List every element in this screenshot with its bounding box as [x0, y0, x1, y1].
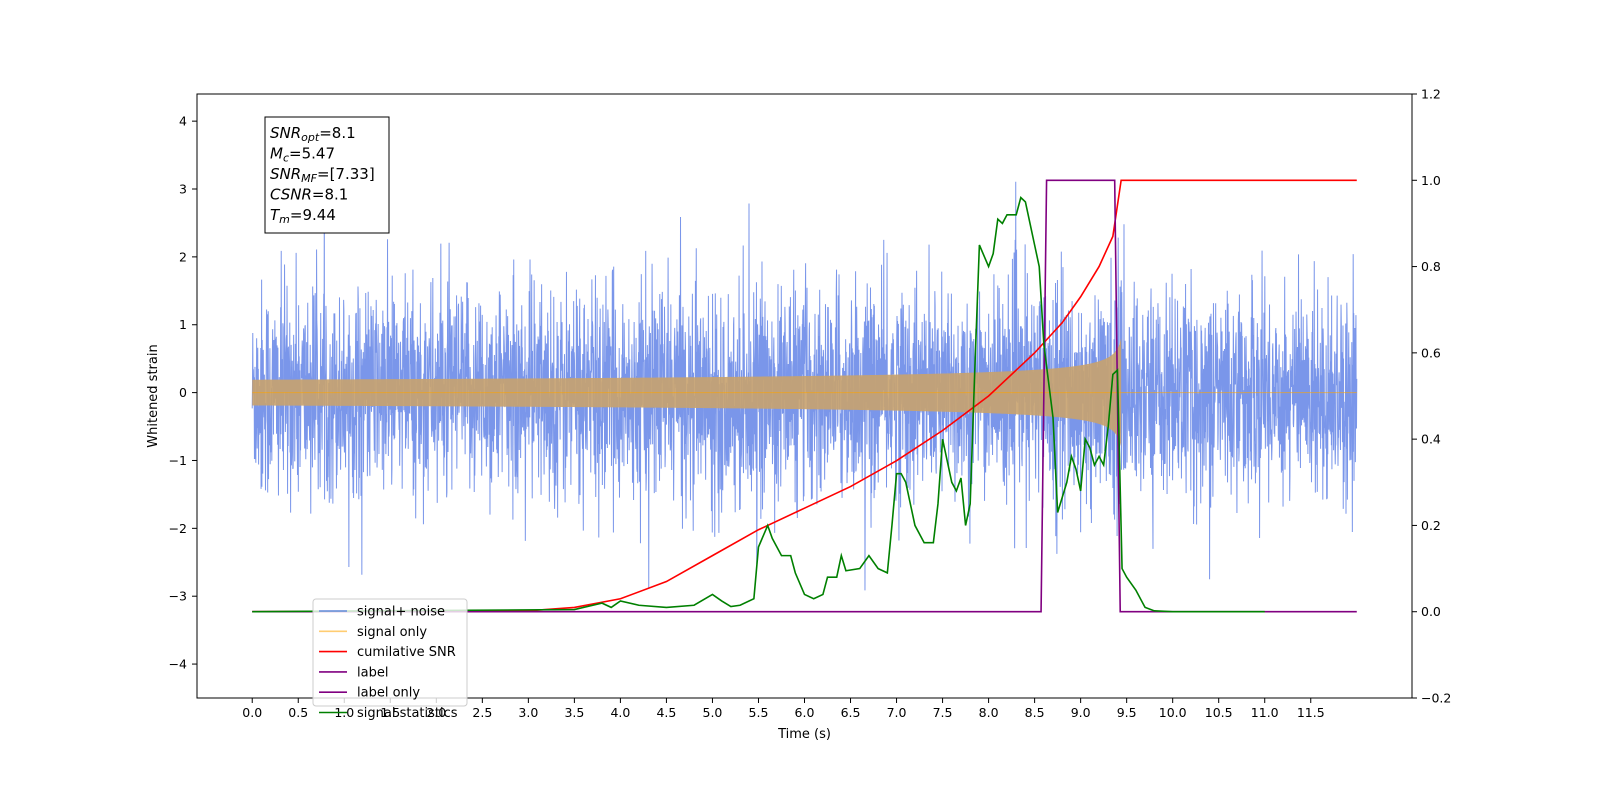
y-axis-ticks: −4 −3 −2 −1 0 1 2 3 4	[169, 114, 197, 672]
y-tick-label: 4	[179, 114, 187, 129]
legend-frame	[312, 598, 468, 707]
annotation-line: CSNR=8.1	[270, 186, 348, 204]
x-tick-label: 2.0	[426, 705, 446, 720]
y-tick-label: −1	[169, 453, 187, 468]
overlay-series	[252, 179, 1357, 613]
y2-tick-label: 0.8	[1421, 259, 1441, 274]
x-tick-label: 10.5	[1205, 705, 1233, 720]
x-tick-label: 3.5	[564, 705, 584, 720]
x-tick-label: 1.5	[380, 705, 400, 720]
annotation-line: SNRopt=8.1	[270, 124, 356, 144]
x-tick-label: 5.5	[749, 705, 769, 720]
y-tick-label: −4	[169, 657, 187, 672]
x-tick-label: 7.5	[933, 705, 953, 720]
y-axis-label: Whitened strain	[146, 344, 161, 447]
y-tick-label: −3	[169, 589, 187, 604]
legend: signal+ noise signal only cumilative SNR la…	[312, 598, 468, 721]
signal-only-series	[252, 338, 1357, 447]
legend-label: signal only	[357, 625, 427, 640]
legend-label: label only	[357, 686, 420, 701]
signal-statistics-line	[252, 196, 1265, 613]
x-tick-label: 0.0	[242, 705, 262, 720]
y2-tick-label: 0.4	[1421, 432, 1441, 447]
annotation-line: Tm=9.44	[270, 206, 336, 226]
y2-tick-label: 0.0	[1421, 604, 1441, 619]
y-tick-label: 0	[179, 385, 187, 400]
y2-tick-label: 0.2	[1421, 518, 1441, 533]
y-tick-label: 1	[179, 317, 187, 332]
cumilative-snr-line	[252, 179, 1357, 613]
x-tick-label: 8.5	[1025, 705, 1045, 720]
x-tick-label: 5.0	[703, 705, 723, 720]
x-tick-label: 8.0	[979, 705, 999, 720]
legend-label: signal+ noise	[357, 605, 445, 620]
legend-label: label	[357, 665, 388, 680]
x-tick-label: 4.5	[656, 705, 676, 720]
x-tick-label: 7.0	[887, 705, 907, 720]
annotation-line: Mc=5.47	[270, 145, 335, 165]
x-tick-label: 4.0	[610, 705, 630, 720]
x-axis-label: Time (s)	[777, 727, 831, 742]
y-tick-label: 2	[179, 249, 187, 264]
annotation-frame	[264, 116, 390, 234]
y2-tick-label: 1.2	[1421, 87, 1441, 102]
y-tick-label: −2	[169, 521, 187, 536]
x-tick-label: 10.0	[1159, 705, 1187, 720]
x-tick-label: 11.5	[1297, 705, 1325, 720]
x-tick-label: 11.0	[1251, 705, 1279, 720]
x-tick-label: 6.0	[795, 705, 815, 720]
y2-axis-ticks: −0.2 0.0 0.2 0.4 0.6 0.8 1.0 1.2	[1412, 87, 1451, 706]
legend-label: cumilative SNR	[357, 645, 456, 660]
x-axis-ticks: 0.0 0.5 1.0 1.5 2.0 2.5 3.0 3.5 4.0 4.5 5.0 5.5 6.0 6…	[242, 698, 1325, 720]
annotation-line: SNRMF=[7.33]	[270, 165, 375, 185]
x-tick-label: 9.0	[1071, 705, 1091, 720]
y2-tick-label: −0.2	[1421, 691, 1451, 706]
x-tick-label: 0.5	[288, 705, 308, 720]
y-tick-label: 3	[179, 182, 187, 197]
x-tick-label: 3.0	[518, 705, 538, 720]
y2-tick-label: 0.6	[1421, 345, 1441, 360]
y2-tick-label: 1.0	[1421, 173, 1441, 188]
x-tick-label: 6.5	[841, 705, 861, 720]
legend-label: signal statistics	[357, 706, 458, 721]
x-tick-label: 9.5	[1117, 705, 1137, 720]
x-tick-label: 2.5	[472, 705, 492, 720]
